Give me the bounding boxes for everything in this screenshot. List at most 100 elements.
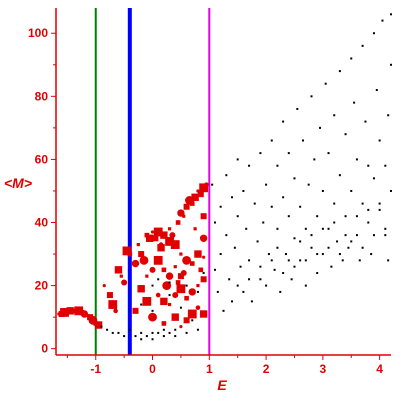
data-point xyxy=(387,259,390,262)
data-point xyxy=(200,276,207,283)
data-point xyxy=(259,265,262,268)
data-point xyxy=(106,328,109,331)
data-point xyxy=(194,250,202,258)
data-point xyxy=(165,237,174,246)
data-point xyxy=(287,152,290,155)
data-point xyxy=(327,152,330,155)
data-point xyxy=(310,95,313,98)
data-point xyxy=(175,280,181,285)
data-point xyxy=(259,278,262,281)
data-point xyxy=(145,274,149,278)
data-point xyxy=(248,259,251,262)
data-point xyxy=(287,259,290,262)
data-point xyxy=(148,312,157,322)
data-point xyxy=(307,183,310,186)
data-point xyxy=(384,234,387,237)
data-point xyxy=(189,201,195,206)
data-point xyxy=(145,335,148,338)
data-point xyxy=(270,139,273,142)
data-point xyxy=(188,288,196,296)
data-point xyxy=(236,215,239,218)
data-point xyxy=(219,253,222,256)
data-point xyxy=(290,278,293,281)
data-point xyxy=(179,306,182,309)
data-point xyxy=(299,205,302,208)
y-axis-label: <M> xyxy=(4,175,32,191)
data-point xyxy=(152,235,159,242)
data-point xyxy=(333,114,336,117)
data-point xyxy=(197,191,204,198)
data-point xyxy=(304,227,307,230)
data-point xyxy=(225,234,228,237)
data-point xyxy=(299,240,302,243)
x-axis-label: E xyxy=(217,377,227,393)
data-point xyxy=(316,215,319,218)
data-point xyxy=(344,215,347,218)
data-point xyxy=(375,89,378,92)
data-point xyxy=(151,331,154,334)
data-point xyxy=(378,139,381,142)
data-point xyxy=(344,234,347,237)
data-point xyxy=(353,101,356,104)
data-point xyxy=(169,232,176,239)
data-points xyxy=(57,13,392,341)
data-point xyxy=(242,189,245,192)
data-point xyxy=(350,57,353,60)
data-point xyxy=(173,265,177,269)
data-point xyxy=(310,246,313,249)
data-point xyxy=(361,202,364,205)
data-point xyxy=(185,284,188,287)
data-point xyxy=(213,221,216,224)
reference-lines xyxy=(94,8,211,355)
data-point xyxy=(364,120,367,123)
data-point xyxy=(202,255,206,259)
data-point xyxy=(301,139,304,142)
data-point xyxy=(236,158,239,161)
data-point xyxy=(265,284,268,287)
data-point xyxy=(293,177,296,180)
data-point xyxy=(228,278,231,281)
data-point xyxy=(142,296,152,306)
data-point xyxy=(390,189,392,192)
data-point xyxy=(231,300,234,303)
data-point xyxy=(150,230,155,234)
data-point xyxy=(236,284,239,287)
data-point xyxy=(248,164,251,167)
data-point xyxy=(250,300,253,303)
data-point xyxy=(196,284,200,288)
data-point xyxy=(127,251,133,257)
data-point xyxy=(225,174,228,177)
data-point xyxy=(168,281,171,284)
data-point xyxy=(157,244,165,252)
data-point xyxy=(211,183,214,186)
y-tick-label: 20 xyxy=(35,279,49,293)
data-point xyxy=(361,44,364,47)
data-point xyxy=(157,278,160,281)
data-point xyxy=(336,240,339,243)
y-tick-label: 80 xyxy=(35,89,49,103)
data-point xyxy=(122,246,132,256)
data-point xyxy=(330,265,333,268)
data-point xyxy=(196,328,199,331)
data-point xyxy=(350,189,353,192)
data-point xyxy=(219,205,222,208)
data-point xyxy=(168,331,171,334)
data-point xyxy=(213,268,216,271)
data-point xyxy=(372,177,375,180)
data-point xyxy=(333,202,336,205)
data-point xyxy=(157,331,160,334)
data-point xyxy=(276,246,279,249)
data-point xyxy=(390,13,392,16)
data-point xyxy=(132,307,139,314)
data-point xyxy=(293,237,296,240)
data-point xyxy=(367,221,370,224)
data-point xyxy=(113,308,118,314)
data-point xyxy=(390,63,392,66)
y-tick-label: 60 xyxy=(35,152,49,166)
data-point xyxy=(179,252,183,256)
data-point xyxy=(313,158,316,161)
data-point xyxy=(137,285,145,293)
x-tick-label: 2 xyxy=(263,362,270,376)
data-point xyxy=(191,319,194,322)
